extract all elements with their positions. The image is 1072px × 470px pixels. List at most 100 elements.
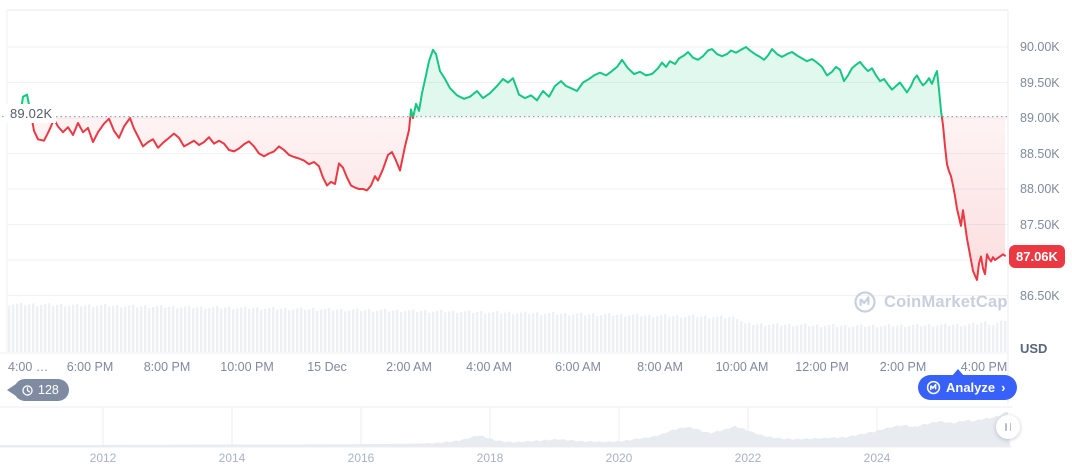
volume-bar bbox=[648, 314, 651, 352]
volume-bar bbox=[368, 309, 371, 352]
volume-bar bbox=[280, 308, 283, 352]
year-label: 2020 bbox=[605, 451, 633, 465]
history-timeline-scrubber[interactable] bbox=[0, 405, 1072, 451]
volume-bar bbox=[312, 308, 315, 352]
price-axis-label: 89.00K bbox=[1020, 111, 1060, 125]
volume-bar bbox=[508, 311, 511, 352]
volume-bar bbox=[172, 305, 175, 352]
volume-bar bbox=[1004, 321, 1007, 352]
volume-bar bbox=[768, 324, 771, 352]
volume-bar bbox=[608, 313, 611, 352]
volume-bar bbox=[956, 323, 959, 352]
volume-bar bbox=[76, 303, 79, 352]
analyze-button[interactable]: Analyze › bbox=[918, 375, 1018, 400]
volume-bar bbox=[260, 309, 263, 352]
volume-bar bbox=[476, 311, 479, 352]
volume-bar bbox=[412, 309, 415, 352]
volume-bar bbox=[764, 325, 767, 352]
volume-bar bbox=[108, 306, 111, 352]
volume-bar bbox=[544, 314, 547, 352]
time-axis-label: 6:00 AM bbox=[555, 360, 601, 374]
volume-bar bbox=[688, 315, 691, 352]
volume-bar bbox=[256, 307, 259, 352]
volume-bar bbox=[452, 310, 455, 352]
volume-bar bbox=[732, 316, 735, 352]
volume-bar bbox=[36, 306, 39, 352]
volume-bar bbox=[388, 311, 391, 352]
volume-bar bbox=[828, 325, 831, 352]
volume-bar bbox=[68, 305, 71, 352]
volume-bar bbox=[504, 312, 507, 352]
volume-bar bbox=[216, 306, 219, 352]
volume-bar bbox=[268, 307, 271, 352]
volume-bar bbox=[396, 309, 399, 352]
price-axis-label: 89.50K bbox=[1020, 75, 1060, 90]
volume-bar bbox=[968, 324, 971, 352]
volume-bar bbox=[196, 307, 199, 352]
time-axis-label: 4:00 PM bbox=[960, 360, 1008, 374]
volume-bar bbox=[916, 323, 919, 352]
volume-bar bbox=[416, 311, 419, 352]
volume-bar bbox=[472, 312, 475, 352]
volume-bar bbox=[228, 306, 231, 352]
volume-bar bbox=[856, 325, 859, 352]
volume-bar bbox=[928, 324, 931, 352]
volume-bar bbox=[592, 313, 595, 352]
volume-bar bbox=[340, 308, 343, 352]
gain-area-fill bbox=[20, 47, 942, 117]
price-axis-label: 87.50K bbox=[1020, 217, 1060, 232]
volume-bar bbox=[420, 311, 423, 352]
volume-bar bbox=[276, 309, 279, 352]
volume-bar bbox=[380, 309, 383, 352]
volume-bar bbox=[720, 315, 723, 352]
volume-bar bbox=[812, 325, 815, 352]
candle-count-badge[interactable]: 128 bbox=[7, 379, 69, 401]
clock-icon bbox=[22, 384, 33, 396]
timeline-scrubber-handle[interactable] bbox=[996, 415, 1020, 439]
volume-bar bbox=[676, 315, 679, 352]
price-axis-label: 88.50K bbox=[1020, 146, 1060, 161]
volume-bar bbox=[168, 306, 171, 352]
volume-bar bbox=[208, 307, 211, 352]
volume-bar bbox=[344, 311, 347, 352]
volume-bar bbox=[888, 324, 891, 352]
volume-bar bbox=[848, 327, 851, 352]
volume-bar bbox=[60, 304, 63, 352]
volume-bar bbox=[408, 310, 411, 352]
volume-bar bbox=[748, 322, 751, 352]
time-axis-label: 6:00 PM bbox=[66, 360, 114, 374]
coinmarketcap-watermark: CoinMarketCap bbox=[853, 290, 1008, 314]
history-area bbox=[0, 411, 1010, 447]
volume-bar bbox=[156, 306, 159, 352]
volume-bar bbox=[444, 312, 447, 352]
volume-bar bbox=[824, 325, 827, 352]
volume-bar bbox=[512, 314, 515, 352]
volume-bar bbox=[336, 309, 339, 352]
volume-bar bbox=[52, 305, 55, 352]
volume-bar bbox=[84, 305, 87, 352]
volume-bar bbox=[776, 323, 779, 352]
volume-bar bbox=[820, 326, 823, 352]
volume-bar bbox=[356, 308, 359, 352]
volume-bar bbox=[716, 316, 719, 352]
time-axis-label: 12:00 PM bbox=[795, 360, 849, 374]
volume-bar bbox=[148, 307, 151, 352]
time-axis-label: 4:00 AM bbox=[466, 360, 512, 374]
volume-bar bbox=[352, 309, 355, 352]
volume-bar bbox=[224, 307, 227, 352]
volume-bar bbox=[64, 306, 67, 352]
volume-bar bbox=[632, 314, 635, 352]
volume-bar bbox=[548, 313, 551, 352]
watermark-text: CoinMarketCap bbox=[884, 292, 1008, 311]
price-line-loss bbox=[13, 116, 1006, 281]
volume-bar bbox=[904, 326, 907, 352]
volume-bar bbox=[892, 326, 895, 352]
volume-bar bbox=[704, 315, 707, 352]
volume-bar bbox=[740, 321, 743, 352]
main-price-chart-canvas[interactable] bbox=[0, 0, 1072, 404]
volume-bar bbox=[868, 325, 871, 352]
volume-bar bbox=[696, 317, 699, 352]
volume-bar bbox=[1000, 320, 1003, 352]
volume-bar bbox=[332, 310, 335, 352]
volume-bar bbox=[624, 316, 627, 352]
